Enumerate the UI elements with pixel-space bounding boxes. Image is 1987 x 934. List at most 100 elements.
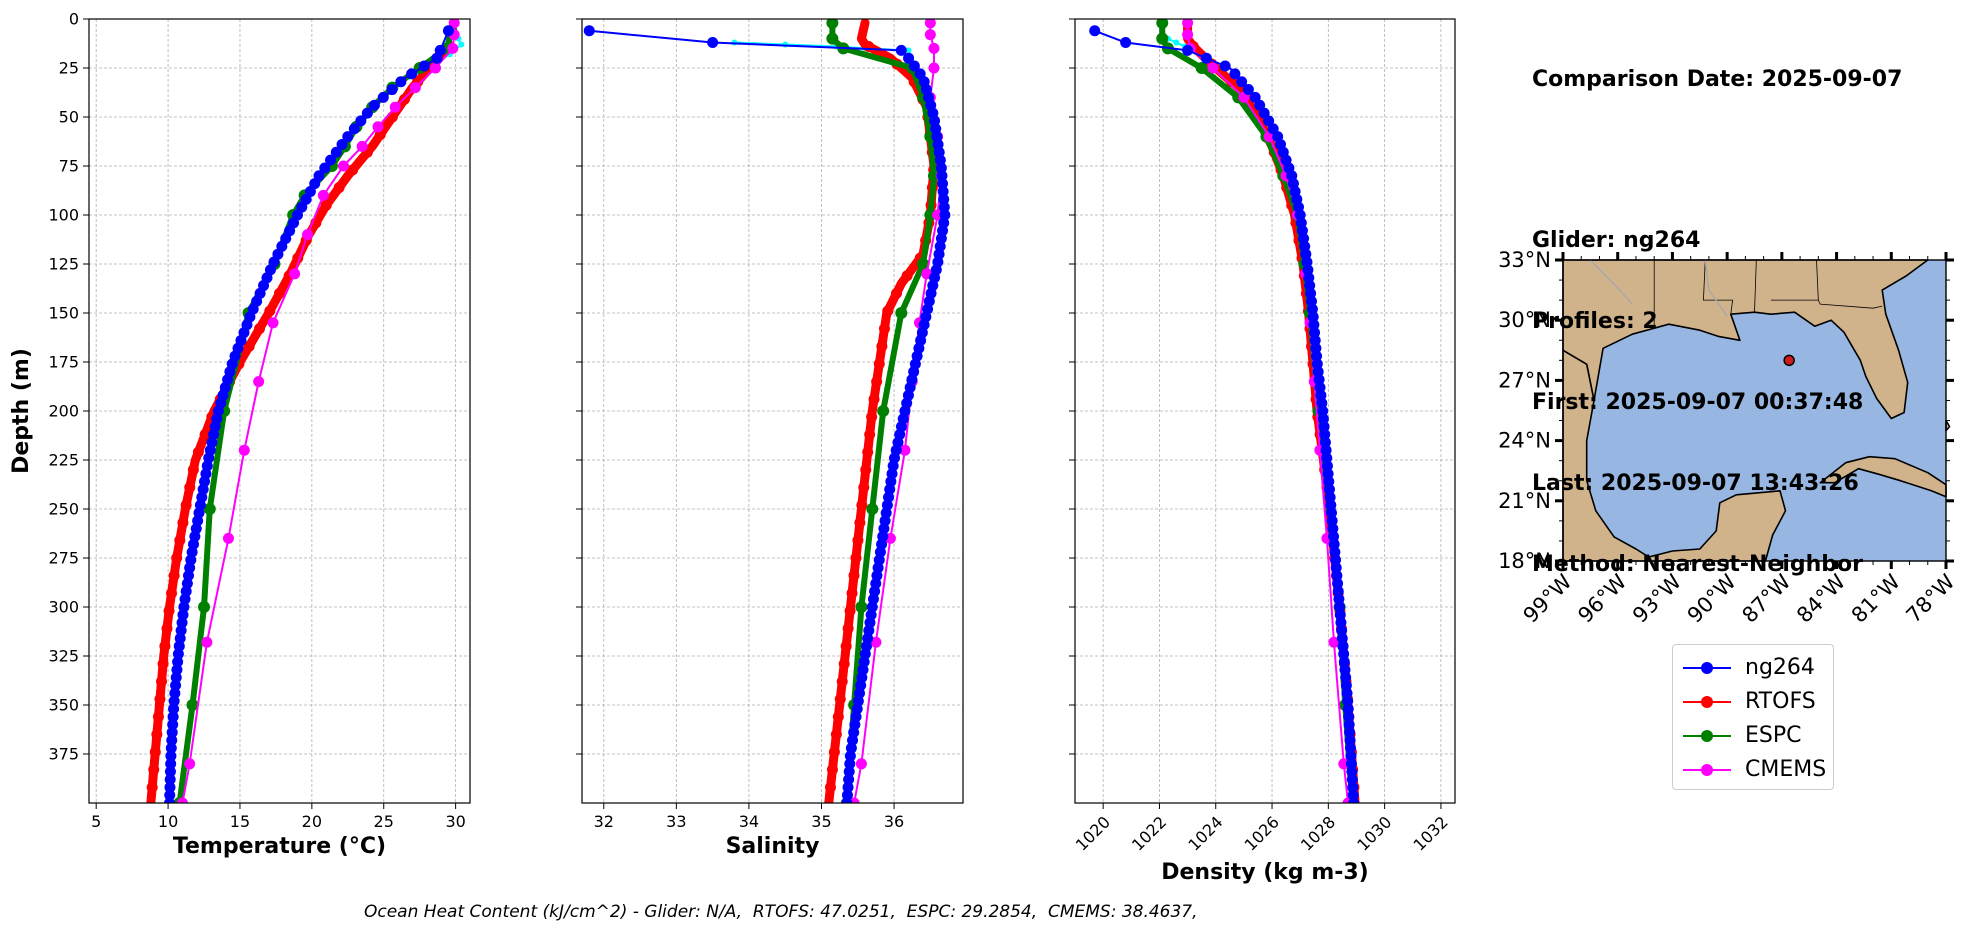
series-CMEMS-line <box>853 21 943 803</box>
series-ng264-point <box>583 25 595 37</box>
series-ng264_raw-point <box>458 41 465 48</box>
map-lat-label: 18°N <box>1498 549 1551 573</box>
series-ng264-point <box>1345 742 1357 754</box>
series-RTOFS-point <box>846 587 858 599</box>
series-ng264-point <box>319 162 331 174</box>
x-tick-label: 36 <box>884 812 904 831</box>
series-RTOFS-point <box>844 605 856 617</box>
series-ng264-point <box>1120 37 1132 49</box>
series-RTOFS-point <box>148 764 160 776</box>
x-tick-label: 1020 <box>1072 812 1114 854</box>
series-ng264-point <box>165 758 177 770</box>
series-CMEMS-point <box>253 376 265 388</box>
y-tick-label: 300 <box>48 598 79 617</box>
series-ng264-point <box>841 797 853 803</box>
series-RTOFS-point <box>154 693 166 705</box>
x-tick-label: 1026 <box>1241 812 1283 854</box>
series-ng264-point <box>844 750 856 762</box>
density-panel: 1020 1022 1024 1026 1028 1030 1032 Density (kg … <box>1069 18 1456 885</box>
series-ng264-point <box>406 68 418 80</box>
salinity-panel: 32 33 34 35 36 Salinity <box>576 18 964 859</box>
series-ng264-point <box>843 766 855 778</box>
series-RTOFS-point <box>830 728 842 740</box>
series-group <box>146 19 465 803</box>
series-ng264-point <box>841 789 853 801</box>
series-ng264-point <box>903 52 915 64</box>
series-CMEMS-point <box>899 444 911 456</box>
series-RTOFS-point <box>864 429 876 441</box>
series-group <box>583 19 951 803</box>
series-RTOFS-point <box>386 111 398 123</box>
series-ng264-point <box>1345 758 1357 770</box>
series-ng264-point <box>938 201 950 213</box>
legend: ng264 RTOFS ESPC CMEMS <box>1672 644 1834 790</box>
y-tick-label: 125 <box>48 255 79 274</box>
x-axis-label: Density (kg m-3) <box>1161 860 1369 885</box>
series-ng264-point <box>1345 750 1357 762</box>
x-tick-label: 25 <box>374 812 394 831</box>
series-RTOFS-point <box>854 517 866 529</box>
series-ng264_raw-point <box>905 47 912 54</box>
series-CMEMS-point <box>317 189 329 201</box>
series-ng264-point <box>167 719 179 731</box>
series-ng264-point <box>935 162 947 174</box>
series-ng264-point <box>1343 719 1355 731</box>
series-RTOFS-point <box>863 40 875 52</box>
map-river <box>1589 259 1633 305</box>
series-ESPC-point <box>826 19 839 29</box>
series-RTOFS-point <box>876 340 888 352</box>
legend-label: CMEMS <box>1745 757 1827 782</box>
series-ng264-point <box>1342 703 1354 715</box>
x-tick-label: 5 <box>91 812 101 831</box>
legend-item-cmems: CMEMS <box>1673 753 1833 787</box>
legend-marker <box>1701 764 1713 776</box>
profile-count: Profiles: 2 <box>1532 309 1658 334</box>
series-ng264-point <box>843 773 855 785</box>
series-ng264-point <box>1200 52 1212 64</box>
legend-label: RTOFS <box>1745 689 1816 714</box>
series-CMEMS-point <box>302 229 314 241</box>
series-ng264-point <box>1182 44 1194 56</box>
series-ng264-point <box>377 91 389 103</box>
series-ng264-line <box>588 29 946 803</box>
map-frame <box>1562 259 1947 562</box>
series-CMEMS-point <box>1328 636 1340 648</box>
x-tick-label: 1022 <box>1128 812 1170 854</box>
series-ng264-point <box>167 711 179 723</box>
series-CMEMS-point <box>448 19 460 29</box>
series-ng264_raw-point <box>1173 39 1180 46</box>
series-ng264-point <box>164 797 176 803</box>
series-CMEMS-point <box>184 758 196 770</box>
series-ng264-point <box>936 170 948 182</box>
series-ng264-point <box>164 789 176 801</box>
legend-marker <box>1701 662 1713 674</box>
map-state-border <box>1770 299 1883 309</box>
series-CMEMS-point <box>924 29 936 41</box>
series-ng264-point <box>1343 711 1355 723</box>
series-RTOFS-point <box>848 570 860 582</box>
y-tick-label: 375 <box>48 745 79 764</box>
series-ng264-point <box>431 52 443 64</box>
series-RTOFS-point <box>161 623 173 635</box>
series-ng264-point <box>938 193 950 205</box>
series-RTOFS-point <box>264 305 276 317</box>
y-tick-label: 225 <box>48 451 79 470</box>
series-ng264-point <box>1346 766 1358 778</box>
series-RTOFS-point <box>156 675 168 687</box>
series-ng264-point <box>342 131 354 143</box>
series-ESPC-point <box>1156 19 1169 29</box>
series-ng264-point <box>1219 60 1231 72</box>
series-ng264-point <box>707 37 719 49</box>
series-RTOFS-point <box>166 587 178 599</box>
y-tick-label: 75 <box>59 157 79 176</box>
series-ESPC-point <box>1195 62 1208 74</box>
series-ng264-point <box>937 178 949 190</box>
series-RTOFS-point <box>184 481 196 493</box>
series-CMEMS-point <box>356 140 368 152</box>
y-tick-label: 50 <box>59 108 79 127</box>
series-ng264-point <box>168 703 180 715</box>
series-ng264-point <box>164 773 176 785</box>
y-tick-label: 325 <box>48 647 79 666</box>
series-RTOFS-point <box>152 711 164 723</box>
series-RTOFS-point <box>157 658 169 670</box>
